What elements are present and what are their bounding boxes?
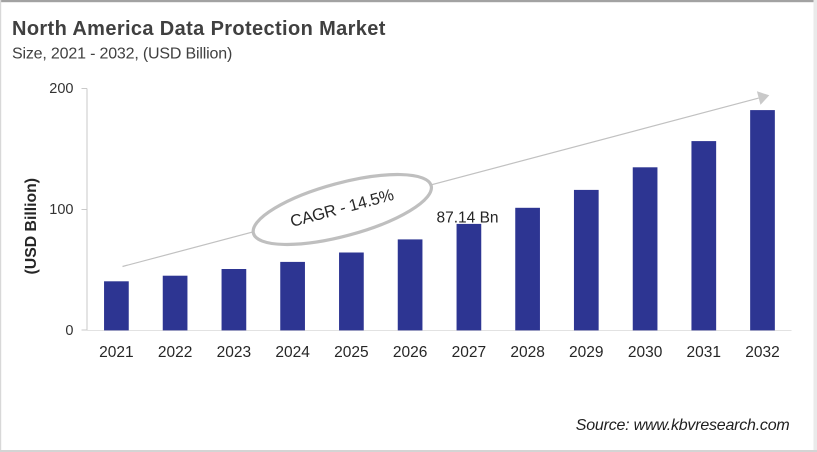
- svg-text:2032: 2032: [745, 344, 779, 361]
- svg-text:100: 100: [49, 202, 73, 218]
- svg-text:2026: 2026: [393, 344, 427, 361]
- svg-text:2028: 2028: [510, 344, 544, 361]
- svg-text:2025: 2025: [334, 344, 368, 361]
- svg-text:2021: 2021: [99, 344, 133, 361]
- svg-text:2030: 2030: [628, 344, 663, 361]
- svg-text:2024: 2024: [275, 344, 310, 361]
- svg-text:0: 0: [65, 323, 73, 339]
- svg-text:87.14 Bn: 87.14 Bn: [436, 209, 498, 226]
- svg-text:2022: 2022: [158, 344, 192, 361]
- svg-text:2031: 2031: [687, 344, 721, 361]
- svg-text:2023: 2023: [217, 344, 251, 361]
- svg-text:North America Data Protection: North America Data Protection Market: [12, 18, 386, 40]
- svg-text:200: 200: [49, 81, 73, 97]
- svg-text:2029: 2029: [569, 344, 603, 361]
- svg-text:Source: www.kbvresearch.com: Source: www.kbvresearch.com: [576, 417, 790, 434]
- svg-text:(USD Billion): (USD Billion): [23, 178, 40, 275]
- svg-text:2027: 2027: [452, 344, 486, 361]
- svg-text:Size, 2021 - 2032, (USD Billio: Size, 2021 - 2032, (USD Billion): [12, 45, 232, 62]
